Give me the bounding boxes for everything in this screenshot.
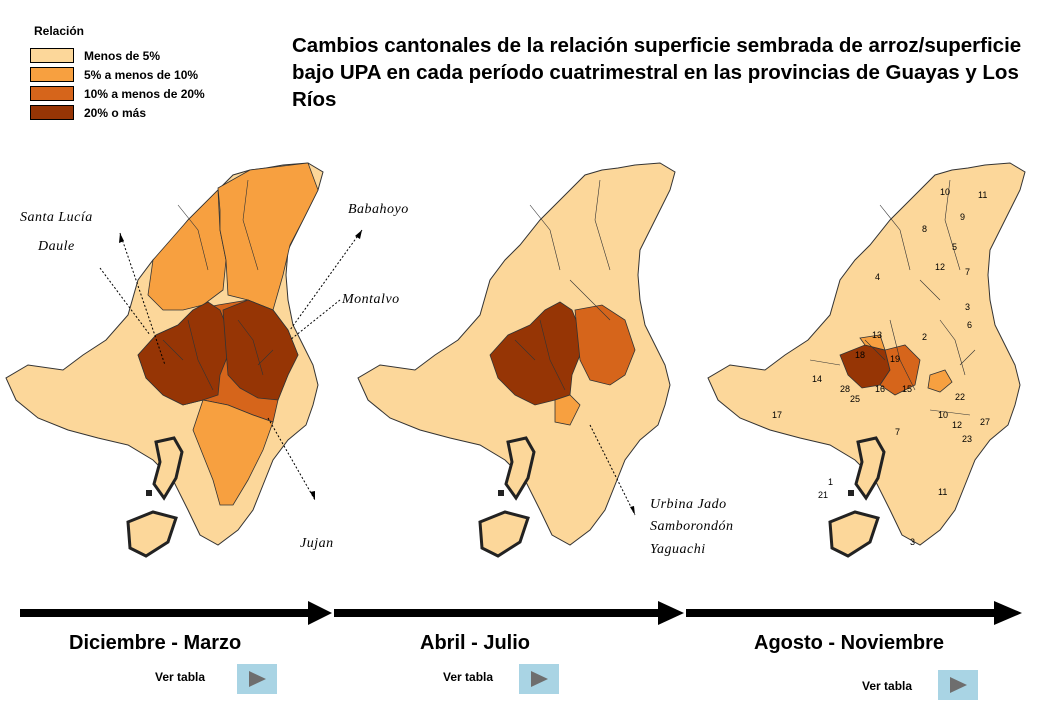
canton-number: 2 xyxy=(922,332,927,342)
legend-item: 10% a menos de 20% xyxy=(30,84,205,103)
maps: 10 11 9 8 5 12 7 4 3 6 13 18 19 2 15 14 … xyxy=(5,162,1026,558)
canton-numbers: 10 11 9 8 5 12 7 4 3 6 13 18 19 2 15 14 … xyxy=(772,187,990,547)
canton-number: 16 xyxy=(875,384,885,394)
canton-number: 18 xyxy=(855,350,865,360)
ver-tabla-button[interactable] xyxy=(519,664,559,694)
canton-number: 7 xyxy=(965,267,970,277)
canton-number: 13 xyxy=(872,330,882,340)
canton-number: 3 xyxy=(965,302,970,312)
period-dic-mar: Diciembre - Marzo xyxy=(69,632,242,654)
ver-tabla-label: Ver tabla xyxy=(862,679,913,693)
ver-tabla-button[interactable] xyxy=(237,664,277,694)
canton-number: 12 xyxy=(952,420,962,430)
legend-swatch xyxy=(30,105,74,120)
canton-number: 15 xyxy=(902,384,912,394)
legend-label: 20% o más xyxy=(84,105,147,120)
label-yaguachi: Yaguachi xyxy=(650,542,706,557)
legend-item: Menos de 5% xyxy=(30,46,205,65)
legend-swatch xyxy=(30,48,74,63)
page-title: Cambios cantonales de la relación superf… xyxy=(292,34,1022,111)
label-santa-lucia: Santa Lucía xyxy=(20,210,93,225)
label-samborondon: Samborondón xyxy=(650,519,734,534)
legend-item: 5% a menos de 10% xyxy=(30,65,205,84)
canton-number: 10 xyxy=(940,187,950,197)
map-abr-jul xyxy=(357,162,676,558)
legend-swatch xyxy=(30,86,74,101)
canton-number: 23 xyxy=(962,434,972,444)
callout-arrows xyxy=(119,230,635,515)
callout-lines xyxy=(99,229,636,516)
canton-number: 5 xyxy=(952,242,957,252)
label-daule: Daule xyxy=(38,239,75,254)
label-montalvo: Montalvo xyxy=(342,292,400,307)
label-babahoyo: Babahoyo xyxy=(348,202,409,217)
canton-number: 22 xyxy=(955,392,965,402)
canton-number: 3 xyxy=(910,537,915,547)
canton-number: 17 xyxy=(772,410,782,420)
play-icon xyxy=(249,671,266,687)
label-urbina-jado: Urbina Jado xyxy=(650,497,727,512)
canton-number: 21 xyxy=(818,490,828,500)
canton-number: 10 xyxy=(938,410,948,420)
ver-tabla-label: Ver tabla xyxy=(155,670,206,684)
canton-number: 11 xyxy=(978,190,987,200)
canton-number: 27 xyxy=(980,417,990,427)
canton-number: 6 xyxy=(967,320,972,330)
canton-number: 25 xyxy=(850,394,860,404)
canton-number: 4 xyxy=(875,272,880,282)
period-abr-jul: Abril - Julio xyxy=(420,632,530,654)
canton-number: 9 xyxy=(960,212,965,222)
play-icon xyxy=(531,671,548,687)
ver-tabla-button[interactable] xyxy=(938,670,978,700)
legend-title: Relación xyxy=(34,24,85,38)
map-dic-mar xyxy=(5,162,324,558)
map-ago-nov: 10 11 9 8 5 12 7 4 3 6 13 18 19 2 15 14 … xyxy=(707,162,1026,558)
canton-number: 8 xyxy=(922,224,927,234)
label-jujan: Jujan xyxy=(300,536,334,551)
canton-number: 7 xyxy=(895,427,900,437)
canton-number: 1 xyxy=(828,477,833,487)
ver-tabla-label: Ver tabla xyxy=(443,670,494,684)
play-icon xyxy=(950,677,967,693)
legend-swatch xyxy=(30,67,74,82)
legend: Relación Menos de 5% 5% a menos de 10% 1… xyxy=(30,24,205,122)
canton-number: 11 xyxy=(938,487,947,497)
canton-number: 12 xyxy=(935,262,945,272)
canton-number: 19 xyxy=(890,354,900,364)
canton-number: 28 xyxy=(840,384,850,394)
legend-item: 20% o más xyxy=(30,103,205,122)
period-ago-nov: Agosto - Noviembre xyxy=(754,632,945,654)
canton-number: 14 xyxy=(812,374,822,384)
timeline xyxy=(20,601,1022,625)
legend-label: 5% a menos de 10% xyxy=(84,67,199,82)
legend-label: 10% a menos de 20% xyxy=(84,86,205,101)
legend-label: Menos de 5% xyxy=(84,48,161,63)
